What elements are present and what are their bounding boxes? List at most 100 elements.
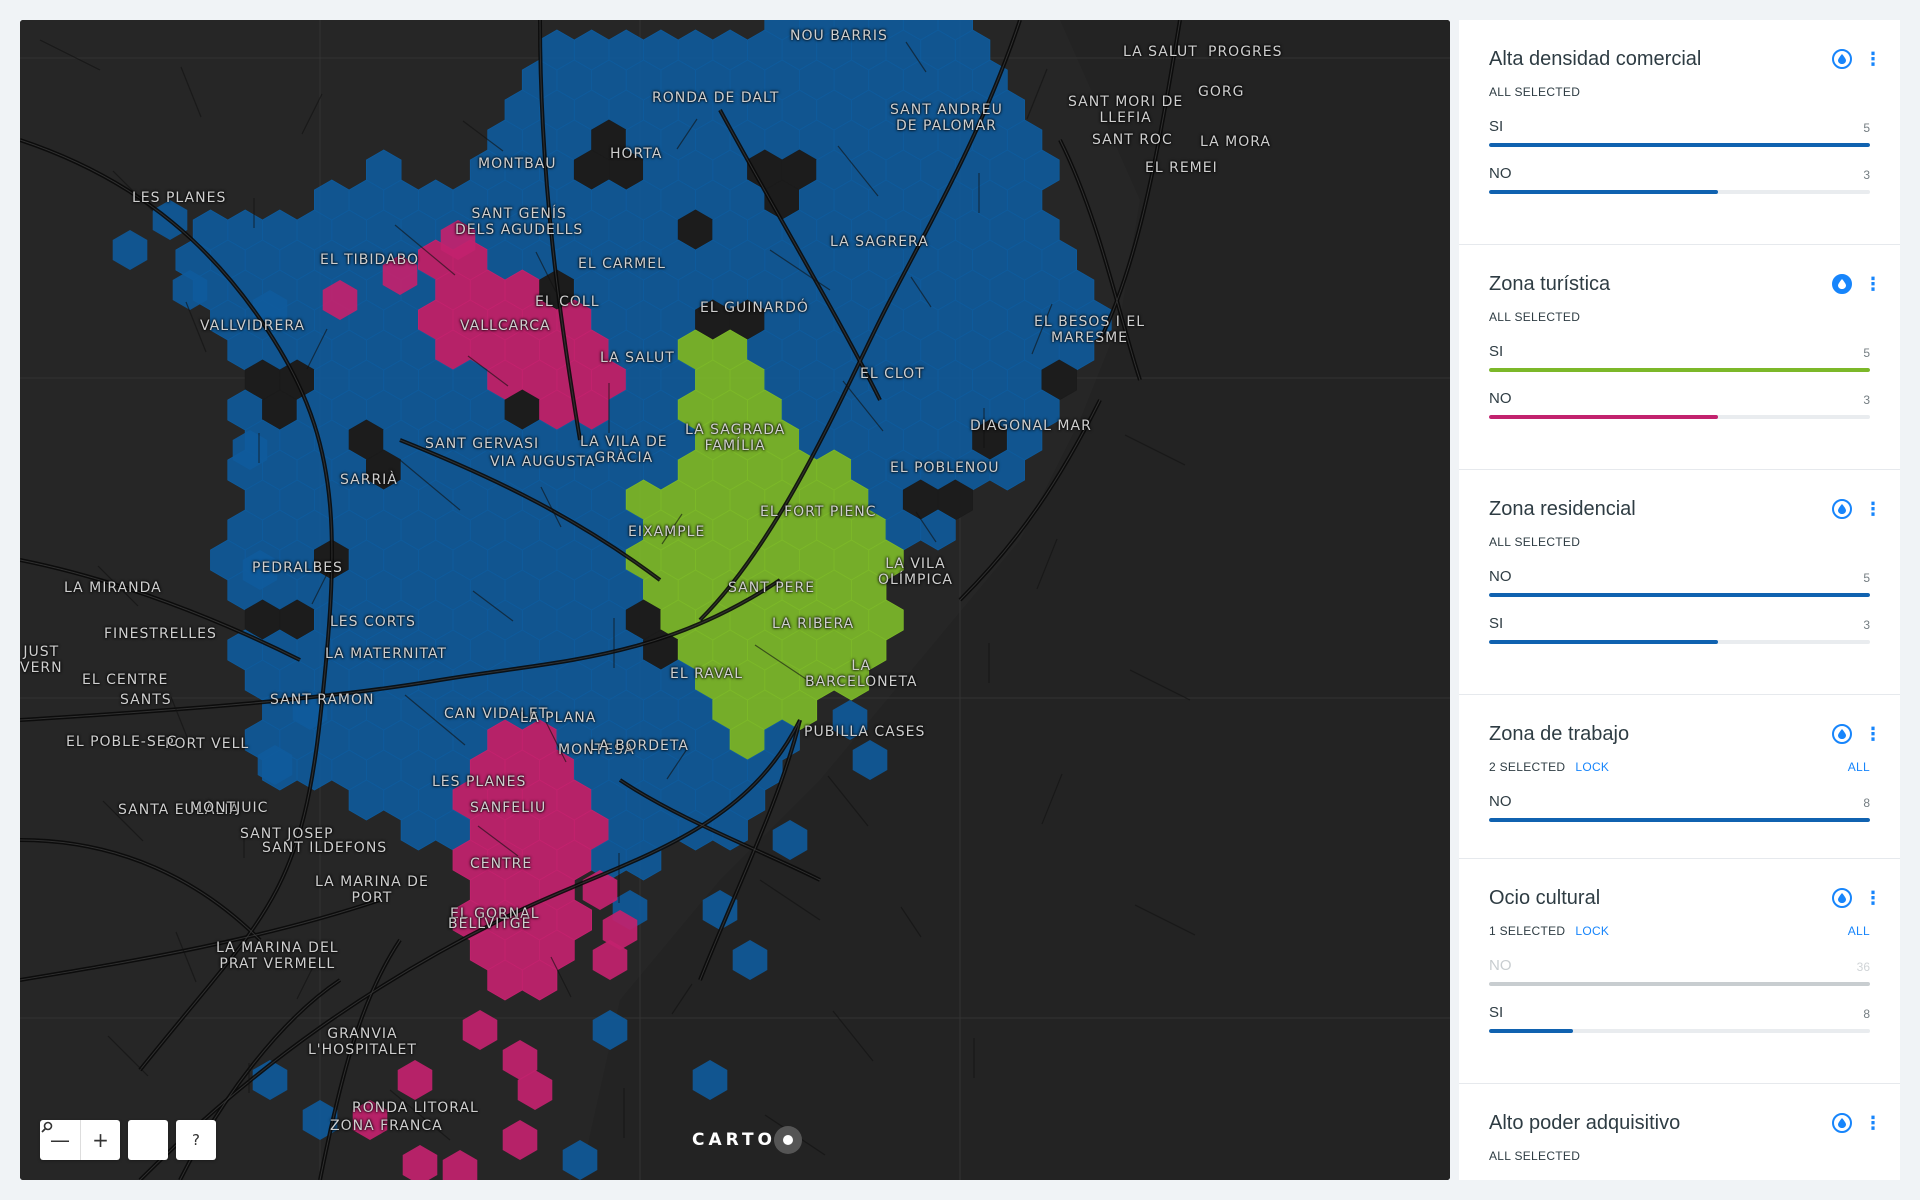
map-place-label-line: SANTS bbox=[120, 692, 172, 708]
search-button[interactable] bbox=[41, 1120, 168, 1160]
help-button[interactable]: ? bbox=[192, 1131, 200, 1149]
map-place-label-line: CENTRE bbox=[470, 856, 533, 872]
category-bar bbox=[1489, 640, 1870, 644]
more-options-icon[interactable]: ⋮ bbox=[1864, 274, 1882, 294]
map-place-label-line: LLEFIA bbox=[1099, 110, 1152, 126]
category-count: 3 bbox=[1863, 168, 1870, 182]
map-place-label-line: PEDRALBES bbox=[252, 560, 343, 576]
category-bar-fill bbox=[1489, 982, 1870, 986]
road-casing bbox=[1099, 20, 1181, 341]
street bbox=[832, 1010, 874, 1062]
widget-header: Alta densidad comercial ⋮ bbox=[1489, 46, 1882, 72]
color-by-drop-icon[interactable] bbox=[1832, 49, 1852, 69]
sea-area bbox=[580, 20, 1450, 1180]
category-item[interactable]: NO 8 bbox=[1489, 792, 1870, 822]
category-bar bbox=[1489, 415, 1870, 419]
category-item[interactable]: NO 36 bbox=[1489, 956, 1870, 986]
carto-logo: CARTO bbox=[692, 1126, 803, 1154]
category-count: 5 bbox=[1863, 571, 1870, 585]
more-options-icon[interactable]: ⋮ bbox=[1864, 49, 1882, 69]
map-place-label-line: SANTA EULÀLIA bbox=[118, 802, 240, 818]
hex-cell bbox=[382, 255, 418, 295]
zoom-in-button[interactable]: + bbox=[80, 1120, 120, 1160]
select-all-link[interactable]: ALL bbox=[1847, 924, 1870, 938]
map-place-label-line: GRÀCIA bbox=[594, 450, 654, 466]
road-casing bbox=[959, 399, 1101, 601]
map-place-label-line: GRANVIA bbox=[327, 1026, 398, 1042]
map-place-label-line: SANT ROC bbox=[1092, 132, 1173, 148]
map-place-label: EL TIBIDABO bbox=[320, 252, 419, 268]
street bbox=[311, 563, 333, 605]
map-place-label: SANTS bbox=[120, 692, 172, 708]
map-place-label-line: SARRIÀ bbox=[340, 472, 398, 488]
map-place-label-line: OLÍMPICA bbox=[878, 572, 953, 588]
category-item[interactable]: NO 3 bbox=[1489, 389, 1870, 419]
map-place-label-line: DELS AGUDELLS bbox=[455, 222, 584, 238]
street bbox=[399, 459, 461, 511]
hex-cell bbox=[625, 839, 662, 881]
hex-cell bbox=[242, 550, 278, 590]
more-options-icon[interactable]: ⋮ bbox=[1864, 499, 1882, 519]
hex-cell bbox=[592, 940, 628, 980]
more-options-icon[interactable]: ⋮ bbox=[1864, 888, 1882, 908]
category-item[interactable]: NO 5 bbox=[1489, 567, 1870, 597]
map-place-label-line: LA SALUT bbox=[600, 350, 675, 366]
map-place-label-line: RONDA DE DALT bbox=[652, 90, 780, 106]
map-place-label-line: PUBILLA CASES bbox=[804, 724, 926, 740]
hex-cell bbox=[602, 910, 638, 950]
map-place-label-line: PROGRES bbox=[1208, 44, 1283, 60]
map-canvas[interactable] bbox=[20, 20, 1450, 1180]
color-by-drop-icon[interactable] bbox=[1832, 1113, 1852, 1133]
lock-link[interactable]: LOCK bbox=[1575, 924, 1610, 938]
color-by-drop-icon[interactable] bbox=[1832, 724, 1852, 744]
map-place-label-line: MONTJUIC bbox=[190, 800, 269, 816]
widget-actions: ⋮ bbox=[1832, 274, 1882, 294]
street bbox=[545, 721, 567, 763]
zoom-out-button[interactable]: — bbox=[50, 1128, 70, 1152]
street bbox=[666, 748, 688, 780]
category-item[interactable]: SI 8 bbox=[1489, 1003, 1870, 1033]
map-place-label: PUBILLA CASES bbox=[804, 724, 925, 740]
color-by-drop-icon[interactable] bbox=[1832, 274, 1852, 294]
map-place-label-line: FAMÍLIA bbox=[704, 438, 766, 454]
map-place-label-line: L'HOSPITALET bbox=[308, 1042, 417, 1058]
street bbox=[389, 1089, 451, 1141]
widget-header: Alto poder adquisitivo ⋮ bbox=[1489, 1110, 1882, 1136]
category-item[interactable]: SI 3 bbox=[1489, 614, 1870, 644]
map-place-label-line: EL GORNAL bbox=[450, 906, 540, 922]
select-all-link[interactable]: ALL bbox=[1847, 760, 1870, 774]
category-widget: Zona de trabajo ⋮ 2 SELECTED LOCK ALL NO 8 bbox=[1459, 695, 1900, 859]
color-by-drop-icon[interactable] bbox=[1832, 888, 1852, 908]
map-place-label: LA RIBERA bbox=[772, 616, 854, 632]
street bbox=[306, 328, 328, 370]
road-casing bbox=[20, 839, 261, 941]
map-place-label: MONTESA bbox=[558, 742, 635, 758]
category-item[interactable]: SI 5 bbox=[1489, 342, 1870, 372]
road-casing bbox=[1059, 139, 1141, 381]
color-by-drop-icon[interactable] bbox=[1832, 499, 1852, 519]
map-place-label-line: LA RIBERA bbox=[772, 616, 855, 632]
category-item[interactable]: SI 5 bbox=[1489, 117, 1870, 147]
street bbox=[1124, 434, 1186, 466]
map-place-label-line: LES PLANES bbox=[432, 774, 527, 790]
map-place-label-line: EL CLOT bbox=[860, 366, 925, 382]
map-place-label-line: PRAT VERMELL bbox=[219, 956, 336, 972]
more-options-icon[interactable]: ⋮ bbox=[1864, 724, 1882, 744]
map-place-label-line: LES PLANES bbox=[132, 190, 227, 206]
category-label: SI bbox=[1489, 615, 1504, 632]
widget-selection-status: 2 SELECTED LOCK ALL bbox=[1489, 759, 1870, 775]
category-bar-fill bbox=[1489, 1029, 1573, 1033]
category-bar-fill bbox=[1489, 190, 1718, 194]
map-place-label-line: VALLVIDRERA bbox=[200, 318, 306, 334]
map-place-label: LES CORTS bbox=[330, 614, 416, 630]
map-place-label-line: BELLVITGE bbox=[448, 916, 532, 932]
category-bar-fill bbox=[1489, 818, 1870, 822]
map-place-label: SANT GENÍS DELS AGUDELLS bbox=[455, 206, 583, 238]
map-view[interactable]: NOU BARRIS LA SALUT PROGRES RONDA DE DALT SA… bbox=[20, 20, 1450, 1180]
widget-title: Zona turística bbox=[1489, 272, 1611, 295]
map-place-label-line: DIAGONAL MAR bbox=[970, 418, 1092, 434]
category-item[interactable]: NO 3 bbox=[1489, 164, 1870, 194]
more-options-icon[interactable]: ⋮ bbox=[1864, 1113, 1882, 1133]
lock-link[interactable]: LOCK bbox=[1575, 760, 1610, 774]
map-place-label: LA PLANA bbox=[520, 710, 596, 726]
